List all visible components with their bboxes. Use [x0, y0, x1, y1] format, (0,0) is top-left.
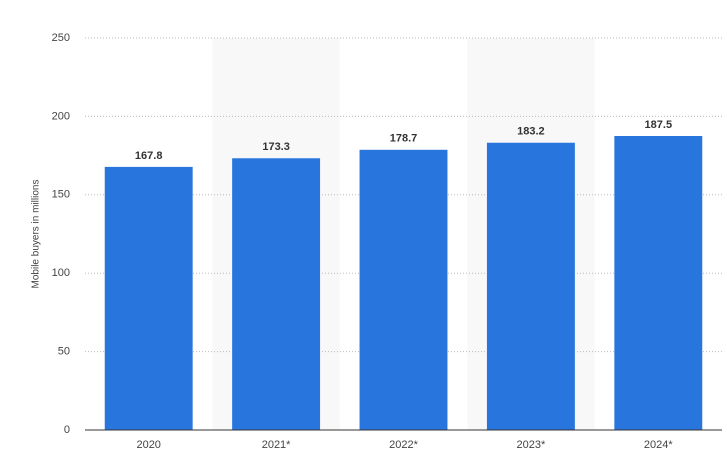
value-label: 167.8 — [135, 150, 163, 162]
bar — [486, 142, 575, 430]
y-tick-label: 200 — [52, 110, 70, 122]
bar — [232, 158, 321, 430]
x-tick-label: 2020 — [136, 439, 160, 451]
value-label: 183.2 — [517, 126, 545, 138]
y-tick-label: 0 — [64, 424, 70, 436]
value-label: 187.5 — [645, 119, 673, 131]
x-tick-label: 2021* — [262, 439, 291, 451]
bar — [359, 149, 448, 430]
bar — [104, 166, 193, 431]
y-tick-label: 150 — [52, 189, 70, 201]
bar — [614, 136, 703, 430]
value-label: 173.3 — [262, 141, 290, 153]
x-tick-label: 2023* — [517, 439, 546, 451]
value-label: 178.7 — [390, 133, 418, 145]
x-tick-label: 2022* — [389, 439, 418, 451]
x-tick-label: 2024* — [644, 439, 673, 451]
y-tick-label: 100 — [52, 267, 70, 279]
y-axis-label: Mobile buyers in millions — [31, 180, 42, 289]
y-tick-label: 250 — [52, 32, 70, 44]
y-tick-label: 50 — [58, 346, 70, 358]
